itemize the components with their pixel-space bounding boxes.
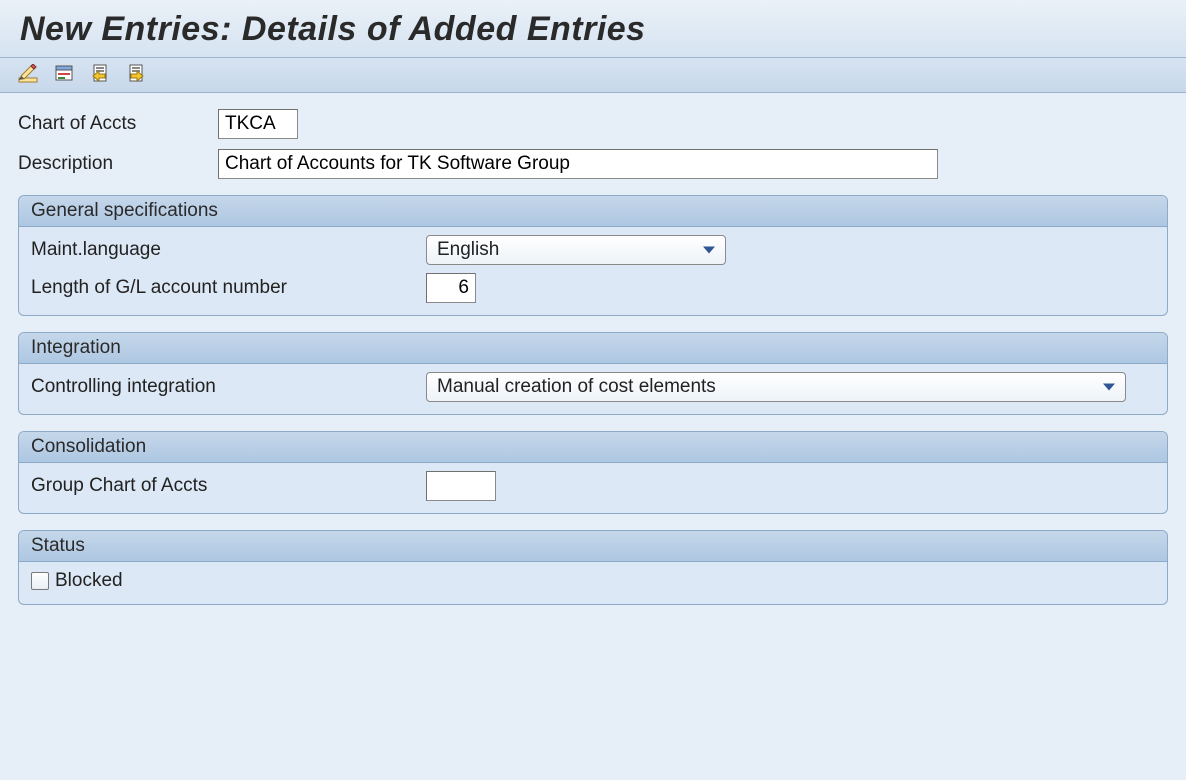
group-integration: Integration Controlling integration Manu… (18, 332, 1168, 415)
next-entry-icon[interactable] (124, 62, 150, 86)
maint-language-dropdown[interactable]: English (426, 235, 726, 265)
controlling-integration-dropdown[interactable]: Manual creation of cost elements (426, 372, 1126, 402)
edit-pencil-icon[interactable] (16, 62, 42, 86)
group-status: Status Blocked (18, 530, 1168, 605)
sap-screen: New Entries: Details of Added Entries (0, 0, 1186, 780)
group-general-specifications: General specifications Maint.language En… (18, 195, 1168, 316)
group-chart-label: Group Chart of Accts (31, 475, 426, 497)
row-maint-language: Maint.language English (31, 235, 1155, 265)
gl-length-label: Length of G/L account number (31, 277, 426, 299)
row-gl-length: Length of G/L account number (31, 273, 1155, 303)
description-input[interactable] (218, 149, 938, 179)
delimit-icon[interactable] (52, 62, 78, 86)
gl-length-input[interactable] (426, 273, 476, 303)
maint-language-label: Maint.language (31, 239, 426, 261)
content-area: Chart of Accts Description General speci… (0, 93, 1186, 621)
controlling-integration-value: Manual creation of cost elements (437, 376, 716, 398)
toolbar (0, 58, 1186, 93)
title-bar: New Entries: Details of Added Entries (0, 0, 1186, 58)
description-label: Description (18, 153, 218, 175)
chevron-down-icon (1103, 384, 1115, 391)
row-description: Description (18, 149, 1168, 179)
row-chart-of-accts: Chart of Accts (18, 109, 1168, 139)
row-controlling-integration: Controlling integration Manual creation … (31, 372, 1155, 402)
chevron-down-icon (703, 247, 715, 254)
page-title: New Entries: Details of Added Entries (20, 10, 1166, 49)
group-chart-input[interactable] (426, 471, 496, 501)
group-header-general: General specifications (19, 196, 1167, 227)
chart-of-accts-input[interactable] (218, 109, 298, 139)
group-header-status: Status (19, 531, 1167, 562)
group-header-integration: Integration (19, 333, 1167, 364)
blocked-checkbox[interactable] (31, 572, 49, 590)
group-consolidation: Consolidation Group Chart of Accts (18, 431, 1168, 514)
chart-of-accts-label: Chart of Accts (18, 113, 218, 135)
previous-entry-icon[interactable] (88, 62, 114, 86)
row-blocked: Blocked (31, 570, 1155, 592)
maint-language-value: English (437, 239, 499, 261)
group-header-consolidation: Consolidation (19, 432, 1167, 463)
blocked-label: Blocked (55, 570, 123, 592)
row-group-chart: Group Chart of Accts (31, 471, 1155, 501)
controlling-integration-label: Controlling integration (31, 376, 426, 398)
